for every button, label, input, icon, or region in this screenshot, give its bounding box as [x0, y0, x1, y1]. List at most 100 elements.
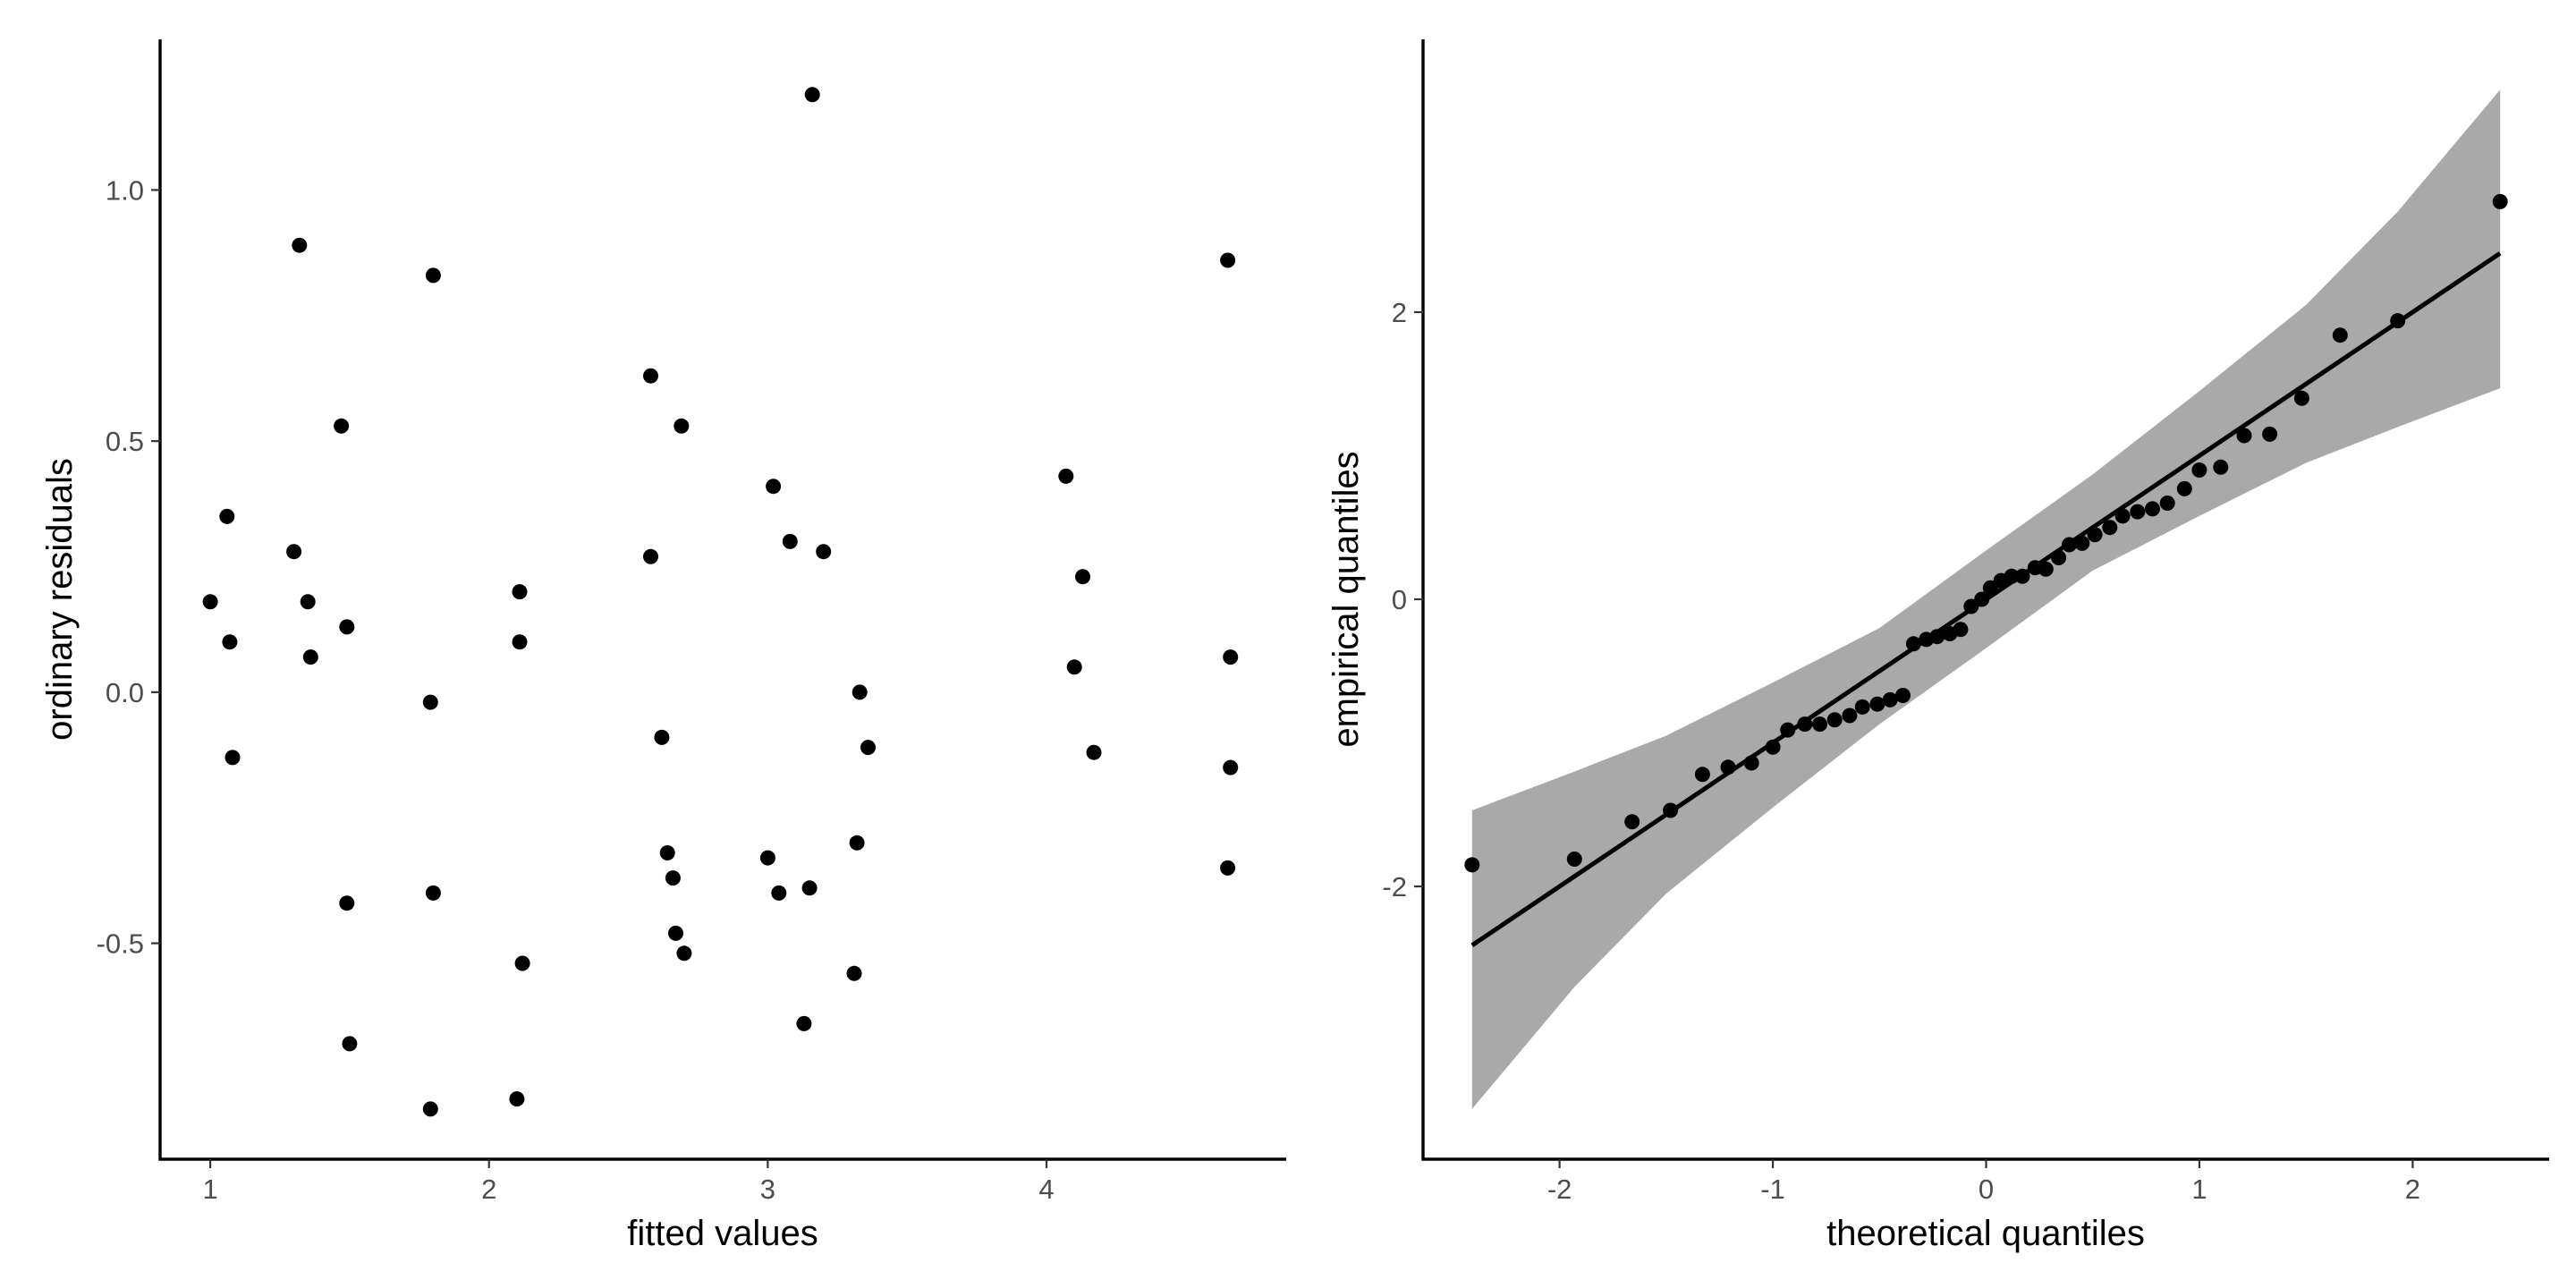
qq-point-35 — [2102, 520, 2118, 536]
residuals-axis-lines — [158, 39, 1286, 1161]
residuals-point-5 — [286, 544, 302, 560]
qq-point-1 — [1464, 857, 1480, 873]
residuals-point-31 — [771, 885, 787, 901]
qq-point-48 — [2492, 193, 2508, 209]
residuals-point-29 — [759, 850, 775, 866]
qq-point-37 — [2130, 504, 2146, 520]
residuals-point-4 — [225, 750, 241, 766]
residuals-point-7 — [300, 594, 316, 610]
qq-point-43 — [2236, 428, 2252, 444]
residuals-x-tick-label-3: 3 — [760, 1174, 775, 1205]
residuals-point-47 — [1223, 759, 1239, 775]
qq-x-tick-label-4: 1 — [2191, 1174, 2207, 1205]
residuals-point-12 — [342, 1036, 358, 1052]
residuals-point-41 — [1058, 468, 1074, 484]
qq-point-39 — [2159, 496, 2175, 511]
qq-y-tick-label-2: 0 — [1392, 584, 1407, 615]
qq-point-47 — [2390, 313, 2406, 329]
qq-point-24 — [1974, 591, 1990, 607]
qq-point-5 — [1694, 767, 1710, 783]
qq-plot-panel: -2 -1 0 1 2 -2 0 2 theoretical quantiles empir… — [1326, 39, 2549, 1253]
residuals-point-26 — [668, 925, 683, 941]
residuals-point-2 — [219, 508, 235, 524]
residuals-point-23 — [654, 729, 670, 745]
qq-point-31 — [2051, 550, 2067, 565]
residuals-y-ticks: -0.5 0.0 0.5 1.0 — [97, 174, 160, 960]
qq-point-12 — [1826, 712, 1843, 728]
qq-point-38 — [2145, 501, 2160, 517]
qq-point-8 — [1765, 739, 1781, 755]
qq-y-ticks: -2 0 2 — [1382, 297, 1423, 902]
residuals-point-37 — [846, 965, 862, 981]
qq-point-25 — [1982, 580, 1998, 596]
qq-point-14 — [1854, 699, 1870, 715]
residuals-x-ticks: 1 2 3 4 — [202, 1159, 1055, 1205]
residuals-vs-fitted-panel: 1 2 3 4 -0.5 0.0 0.5 1.0 fitted values ordinar… — [40, 39, 1286, 1253]
residuals-point-32 — [782, 533, 798, 549]
residuals-point-38 — [849, 835, 865, 851]
qq-x-axis-title: theoretical quantiles — [1826, 1214, 2145, 1253]
qq-x-tick-label-5: 2 — [2405, 1174, 2420, 1205]
qq-point-18 — [1905, 636, 1921, 652]
qq-x-tick-label-3: 0 — [1979, 1174, 1994, 1205]
residuals-point-15 — [425, 885, 441, 901]
qq-point-30 — [2038, 561, 2054, 577]
residuals-point-44 — [1086, 744, 1102, 760]
qq-point-34 — [2087, 527, 2103, 543]
residuals-y-tick-label-2: 0.0 — [106, 677, 144, 708]
residuals-point-24 — [659, 845, 675, 860]
residuals-x-tick-label-4: 4 — [1038, 1174, 1054, 1205]
residuals-point-11 — [339, 895, 355, 911]
residuals-point-9 — [334, 418, 350, 434]
qq-points — [1464, 193, 2508, 873]
residuals-x-axis-title: fitted values — [627, 1214, 818, 1253]
qq-y-tick-label-3: 2 — [1392, 297, 1407, 328]
residuals-point-45 — [1220, 252, 1236, 268]
residuals-x-tick-label-2: 2 — [481, 1174, 496, 1205]
residuals-point-1 — [202, 594, 218, 610]
qq-x-tick-label-1: -2 — [1547, 1174, 1572, 1205]
residuals-point-43 — [1075, 569, 1090, 585]
residuals-point-3 — [222, 634, 238, 650]
residuals-point-27 — [674, 418, 690, 434]
qq-point-6 — [1720, 759, 1736, 775]
qq-y-axis-title: empirical quantiles — [1326, 451, 1366, 747]
residuals-y-tick-label-1: -0.5 — [97, 928, 144, 960]
residuals-point-36 — [816, 544, 832, 560]
residuals-point-35 — [804, 87, 820, 103]
residuals-point-14 — [425, 267, 441, 284]
qq-point-42 — [2213, 459, 2229, 475]
residuals-point-8 — [302, 649, 318, 665]
qq-point-40 — [2176, 480, 2192, 496]
residuals-point-39 — [852, 684, 868, 700]
qq-point-27 — [2004, 568, 2020, 584]
qq-point-16 — [1882, 691, 1898, 708]
residuals-point-28 — [676, 945, 692, 962]
qq-point-11 — [1812, 716, 1827, 733]
qq-point-33 — [2074, 535, 2090, 551]
qq-point-28 — [2014, 568, 2030, 584]
qq-point-13 — [1842, 708, 1858, 724]
residuals-y-tick-label-4: 1.0 — [106, 174, 144, 206]
residuals-y-tick-label-3: 0.5 — [106, 426, 144, 457]
qq-point-45 — [2293, 390, 2309, 406]
qq-point-4 — [1663, 802, 1679, 818]
qq-point-3 — [1624, 814, 1640, 830]
residuals-point-16 — [422, 1101, 438, 1117]
residuals-point-30 — [766, 479, 782, 495]
qq-point-10 — [1797, 716, 1813, 733]
residual-points — [202, 87, 1239, 1117]
qq-x-tick-label-2: -1 — [1760, 1174, 1785, 1205]
residuals-point-34 — [801, 880, 818, 896]
residuals-point-19 — [514, 955, 530, 971]
residuals-point-46 — [1223, 649, 1239, 665]
qq-point-17 — [1895, 688, 1911, 703]
qq-point-23 — [1963, 598, 1979, 614]
qq-point-2 — [1566, 852, 1582, 867]
qq-x-ticks: -2 -1 0 1 2 — [1547, 1159, 2420, 1205]
residuals-point-42 — [1066, 659, 1082, 675]
qq-axis-lines — [1421, 39, 2549, 1161]
qq-point-20 — [1929, 629, 1945, 645]
